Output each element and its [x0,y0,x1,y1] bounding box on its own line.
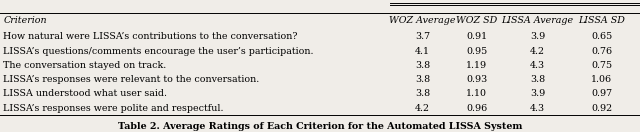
Text: Criterion: Criterion [3,16,47,25]
Text: LISSA’s questions/comments encourage the user’s participation.: LISSA’s questions/comments encourage the… [3,47,314,56]
Text: LISSA Average: LISSA Average [502,16,573,25]
Text: 4.2: 4.2 [530,47,545,56]
Text: LISSA’s responses were relevant to the conversation.: LISSA’s responses were relevant to the c… [3,75,259,84]
Text: 0.76: 0.76 [591,47,612,56]
Text: The conversation stayed on track.: The conversation stayed on track. [3,61,166,70]
Text: 3.8: 3.8 [415,61,430,70]
Text: 3.8: 3.8 [415,75,430,84]
Text: How natural were LISSA’s contributions to the conversation?: How natural were LISSA’s contributions t… [3,32,298,41]
Text: 0.97: 0.97 [591,89,612,98]
Text: 4.2: 4.2 [415,104,430,113]
Text: 3.7: 3.7 [415,32,430,41]
Text: 1.10: 1.10 [467,89,487,98]
Text: 3.8: 3.8 [415,89,430,98]
Text: Table 2. Average Ratings of Each Criterion for the Automated LISSA System: Table 2. Average Ratings of Each Criteri… [118,122,522,131]
Text: 3.9: 3.9 [530,89,545,98]
Text: 0.93: 0.93 [466,75,488,84]
Text: 0.65: 0.65 [591,32,612,41]
Text: 0.92: 0.92 [591,104,612,113]
Text: 1.19: 1.19 [466,61,488,70]
Text: 4.3: 4.3 [530,104,545,113]
Text: 0.91: 0.91 [466,32,488,41]
Text: 4.1: 4.1 [415,47,430,56]
Text: 0.75: 0.75 [591,61,612,70]
Text: 0.95: 0.95 [466,47,488,56]
Text: 0.96: 0.96 [466,104,488,113]
Text: 3.8: 3.8 [530,75,545,84]
Text: 3.9: 3.9 [530,32,545,41]
Text: 4.3: 4.3 [530,61,545,70]
Text: WOZ SD: WOZ SD [456,16,497,25]
Text: LISSA’s responses were polite and respectful.: LISSA’s responses were polite and respec… [3,104,224,113]
Text: LISSA SD: LISSA SD [578,16,625,25]
Text: 1.06: 1.06 [591,75,612,84]
Text: LISSA understood what user said.: LISSA understood what user said. [3,89,167,98]
Text: WOZ Average: WOZ Average [389,16,456,25]
